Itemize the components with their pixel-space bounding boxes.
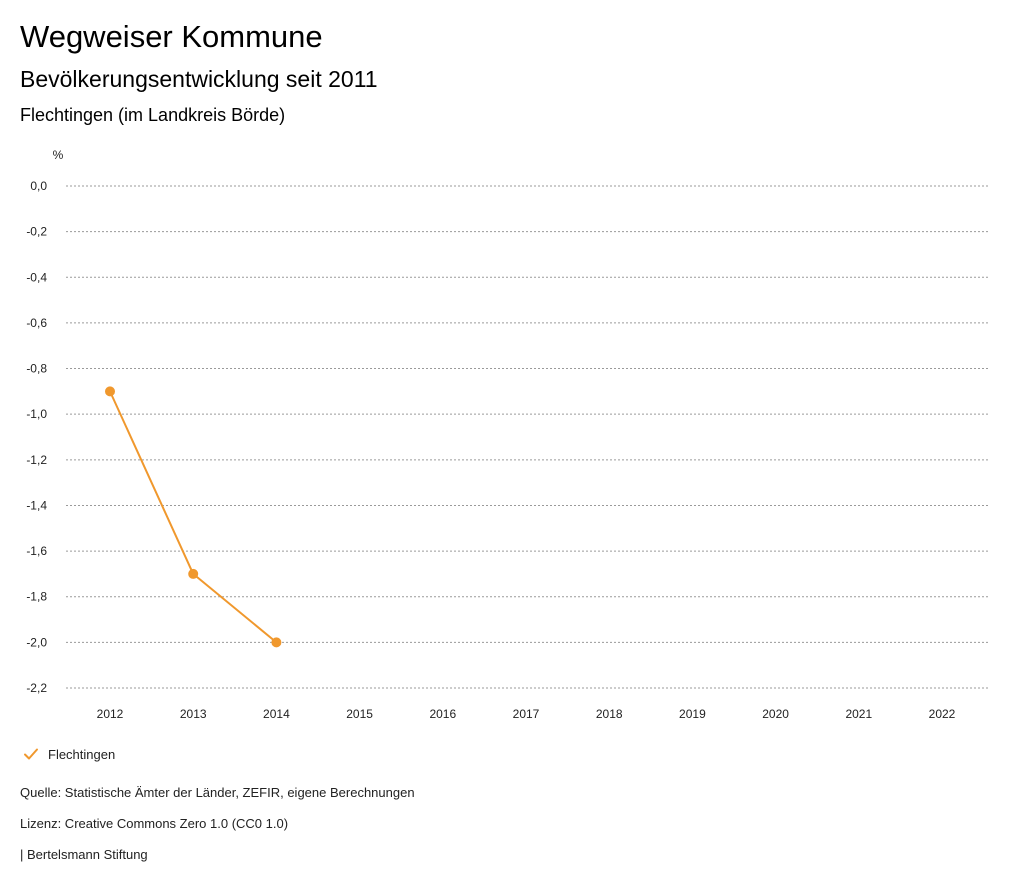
source-note: Quelle: Statistische Ämter der Länder, Z… — [20, 785, 415, 800]
legend-label: Flechtingen — [48, 746, 116, 762]
y-tick-label: -0,2 — [26, 225, 47, 239]
y-tick-label: -0,6 — [26, 316, 47, 330]
y-tick-label: -0,4 — [26, 270, 47, 284]
y-tick-label: 0,0 — [30, 179, 47, 193]
y-axis-unit-label: % — [53, 148, 64, 162]
x-tick-label: 2019 — [679, 707, 706, 721]
x-tick-label: 2013 — [180, 707, 207, 721]
x-tick-label: 2016 — [429, 707, 456, 721]
y-tick-label: -2,2 — [26, 681, 47, 695]
license-note: Lizenz: Creative Commons Zero 1.0 (CC0 1… — [20, 816, 289, 831]
data-point[interactable] — [105, 386, 115, 397]
x-tick-label: 2015 — [346, 707, 373, 721]
region-title: Flechtingen (im Landkreis Börde) — [20, 105, 286, 125]
legend-item-flechtingen[interactable]: Flechtingen — [22, 744, 115, 764]
x-tick-label: 2021 — [845, 707, 872, 721]
grid-lines — [66, 185, 990, 689]
x-axis-ticks: 2012 2013 2014 2015 2016 2017 2018 2019 2020 2021… — [97, 707, 956, 721]
y-tick-label: -1,6 — [26, 544, 47, 558]
y-tick-label: -0,8 — [26, 362, 47, 376]
x-tick-label: 2012 — [97, 707, 124, 721]
x-tick-label: 2018 — [596, 707, 623, 721]
series-layer — [105, 386, 282, 648]
x-tick-label: 2014 — [263, 707, 290, 721]
y-tick-label: -1,4 — [26, 498, 47, 512]
data-point[interactable] — [271, 637, 282, 648]
y-tick-label: -1,8 — [26, 590, 47, 604]
y-tick-label: -2,0 — [26, 635, 47, 649]
line-chart: 0,0 -0,2 -0,4 -0,6 -0,8 -1,0 -1,2 -1,4 -1,6 -1,8 -… — [26, 148, 990, 721]
x-tick-label: 2020 — [762, 707, 789, 721]
chart-subtitle: Bevölkerungsentwicklung seit 2011 — [20, 66, 378, 92]
y-tick-label: -1,0 — [26, 407, 47, 421]
y-axis-ticks: 0,0 -0,2 -0,4 -0,6 -0,8 -1,0 -1,2 -1,4 -1,6 -1,8 -… — [26, 179, 47, 695]
data-point[interactable] — [188, 568, 199, 579]
series-line-flechtingen — [109, 390, 278, 644]
check-icon — [24, 748, 38, 760]
publisher-note: | Bertelsmann Stiftung — [20, 847, 148, 862]
x-tick-label: 2022 — [929, 707, 956, 721]
page-title: Wegweiser Kommune — [20, 19, 323, 54]
y-tick-label: -1,2 — [26, 453, 47, 467]
x-tick-label: 2017 — [513, 707, 540, 721]
